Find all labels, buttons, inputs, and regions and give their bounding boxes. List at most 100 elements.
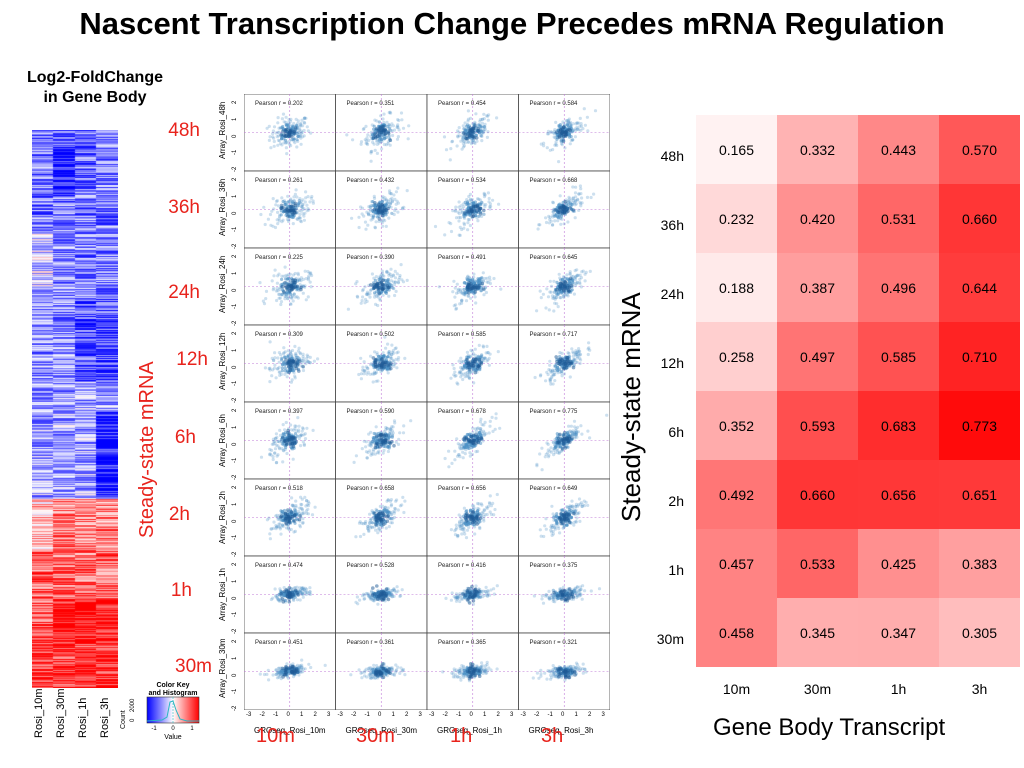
scatter-point xyxy=(572,358,576,362)
scatter-point xyxy=(482,431,486,435)
scatter-point xyxy=(371,380,375,384)
scatter-point xyxy=(488,205,492,209)
scatter-point xyxy=(290,296,294,300)
scatter-point xyxy=(396,280,401,284)
scatter-point xyxy=(306,507,310,511)
scatter-panel: Pearson r = 0.584 xyxy=(518,94,610,172)
scatter-point xyxy=(577,128,581,132)
scatter-point xyxy=(398,504,402,508)
scatter-point xyxy=(580,597,584,601)
scatter-point xyxy=(478,526,482,531)
scatter-point xyxy=(487,363,491,367)
scatter-point xyxy=(457,212,461,216)
scatter-point xyxy=(367,529,371,533)
scatter-point xyxy=(571,138,575,142)
scatter-point xyxy=(268,368,272,372)
scatter-point xyxy=(538,452,542,456)
scatter-point xyxy=(548,359,552,363)
scatter-point xyxy=(306,195,310,199)
scatter-point xyxy=(554,295,559,300)
scatter-point xyxy=(465,374,469,378)
scatter-point xyxy=(457,453,461,457)
scatter-point xyxy=(296,416,300,420)
scatter-point xyxy=(461,137,465,141)
scatter-point xyxy=(374,507,378,511)
scatter-point xyxy=(488,202,492,206)
scatter-point xyxy=(485,505,489,509)
scatter-point xyxy=(562,514,567,519)
scatter-point xyxy=(488,424,492,428)
scatter-point xyxy=(562,222,566,226)
scatter-point xyxy=(377,449,381,453)
scatter-point xyxy=(452,279,456,283)
scatter-point xyxy=(483,356,487,360)
scatter-point xyxy=(549,130,553,134)
scatter-point xyxy=(368,295,372,299)
scatter-point xyxy=(486,351,490,355)
scatter-point xyxy=(488,352,492,356)
scatter-point xyxy=(563,280,568,284)
scatter-point xyxy=(579,122,583,126)
scatter-point xyxy=(568,592,573,597)
scatter-point xyxy=(479,595,483,599)
scatter-point xyxy=(373,350,377,354)
scatter-point xyxy=(382,354,386,358)
scatter-point xyxy=(390,435,394,439)
scatter-point xyxy=(272,439,276,444)
scatter-point xyxy=(551,223,555,227)
scatter-point xyxy=(568,361,573,366)
scatter-point xyxy=(478,420,483,424)
scatter-point xyxy=(466,109,470,113)
scatter-point xyxy=(552,373,556,377)
scatter-point xyxy=(406,137,410,141)
scatter-point xyxy=(354,282,358,286)
scatter-point xyxy=(573,357,577,361)
scatter-point xyxy=(482,433,486,437)
scatter-point xyxy=(294,440,298,444)
scatter-point xyxy=(558,357,563,361)
scatter-point xyxy=(386,597,391,602)
scatter-point xyxy=(459,139,463,143)
scatter-point xyxy=(384,278,388,283)
scatter-point xyxy=(535,464,539,468)
scatter-point xyxy=(575,127,579,131)
scatter-point xyxy=(301,202,305,207)
scatter-point xyxy=(289,436,294,440)
scatter-point xyxy=(409,419,413,423)
scatter-point xyxy=(550,523,554,527)
scatter-point xyxy=(486,114,490,118)
scatter-point xyxy=(385,519,390,523)
scatter-point xyxy=(295,138,299,142)
scatter-point xyxy=(459,204,463,208)
scatter-point xyxy=(475,427,479,431)
scatter-point xyxy=(480,117,484,122)
scatter-point xyxy=(538,374,543,378)
scatter-point xyxy=(473,353,477,357)
scatter-point xyxy=(307,208,311,212)
scatter-point xyxy=(305,587,309,591)
scatter-point xyxy=(388,202,392,206)
scatter-point xyxy=(468,128,472,133)
scatter-point xyxy=(461,142,465,146)
scatter-point xyxy=(365,456,369,460)
scatter-point xyxy=(576,425,580,429)
scatter-point xyxy=(378,298,382,302)
scatter-point xyxy=(491,198,495,202)
scatter-point xyxy=(572,292,576,296)
scatter-point xyxy=(362,372,366,376)
scatter-point xyxy=(453,370,457,374)
scatter-point xyxy=(547,589,551,593)
scatter-point xyxy=(482,192,486,196)
scatter-point xyxy=(573,275,578,279)
scatter-point xyxy=(304,298,308,302)
scatter-point xyxy=(486,358,490,362)
scatter-point xyxy=(553,438,557,442)
scatter-point xyxy=(480,437,484,441)
scatter-point xyxy=(558,432,562,437)
scatter-point xyxy=(289,296,293,300)
scatter-point xyxy=(536,227,540,231)
scatter-point xyxy=(311,199,315,203)
scatter-point xyxy=(542,534,546,539)
scatter-point xyxy=(577,121,581,125)
scatter-point xyxy=(480,423,484,427)
